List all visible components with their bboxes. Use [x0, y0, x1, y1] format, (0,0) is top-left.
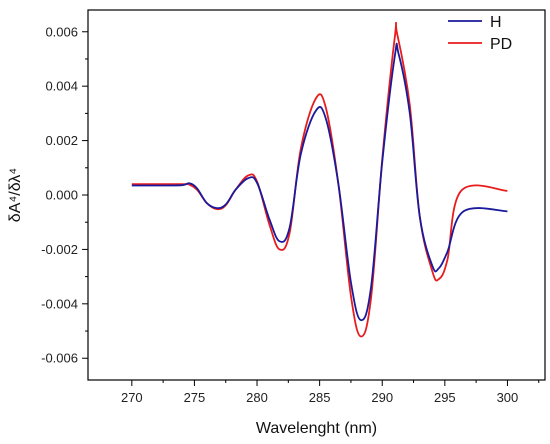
- plot-frame: [87, 9, 546, 381]
- y-tick-label: -0.006: [41, 351, 78, 366]
- x-tick-label: 275: [184, 390, 206, 405]
- plot-series: [131, 21, 508, 338]
- y-tick-label: 0.000: [45, 188, 78, 203]
- x-tick-label: 280: [246, 390, 268, 405]
- y-tick-label: -0.004: [41, 296, 78, 311]
- legend: H PD: [448, 14, 512, 53]
- y-axis-title: δA⁴/δλ⁴: [7, 168, 24, 223]
- y-tick-label: 0.004: [45, 79, 78, 94]
- x-tick-label: 270: [121, 390, 143, 405]
- x-tick-label: 295: [434, 390, 456, 405]
- series-line-pd: [131, 21, 508, 338]
- series-line-h: [131, 42, 508, 322]
- tick-labels: 270 275 280 285 290 295 300 -0.006 -0.004 -0.002 0…: [41, 24, 518, 405]
- legend-label-h: H: [490, 14, 502, 31]
- legend-label-pd: PD: [490, 36, 512, 53]
- plot-axes: [82, 9, 546, 386]
- y-tick-label: 0.002: [45, 133, 78, 148]
- x-tick-label: 290: [371, 390, 393, 405]
- x-axis-title: Wavelenght (nm): [256, 420, 377, 437]
- x-tick-label: 285: [309, 390, 331, 405]
- y-tick-label: 0.006: [45, 24, 78, 39]
- x-tick-label: 300: [497, 390, 519, 405]
- y-tick-label: -0.002: [41, 242, 78, 257]
